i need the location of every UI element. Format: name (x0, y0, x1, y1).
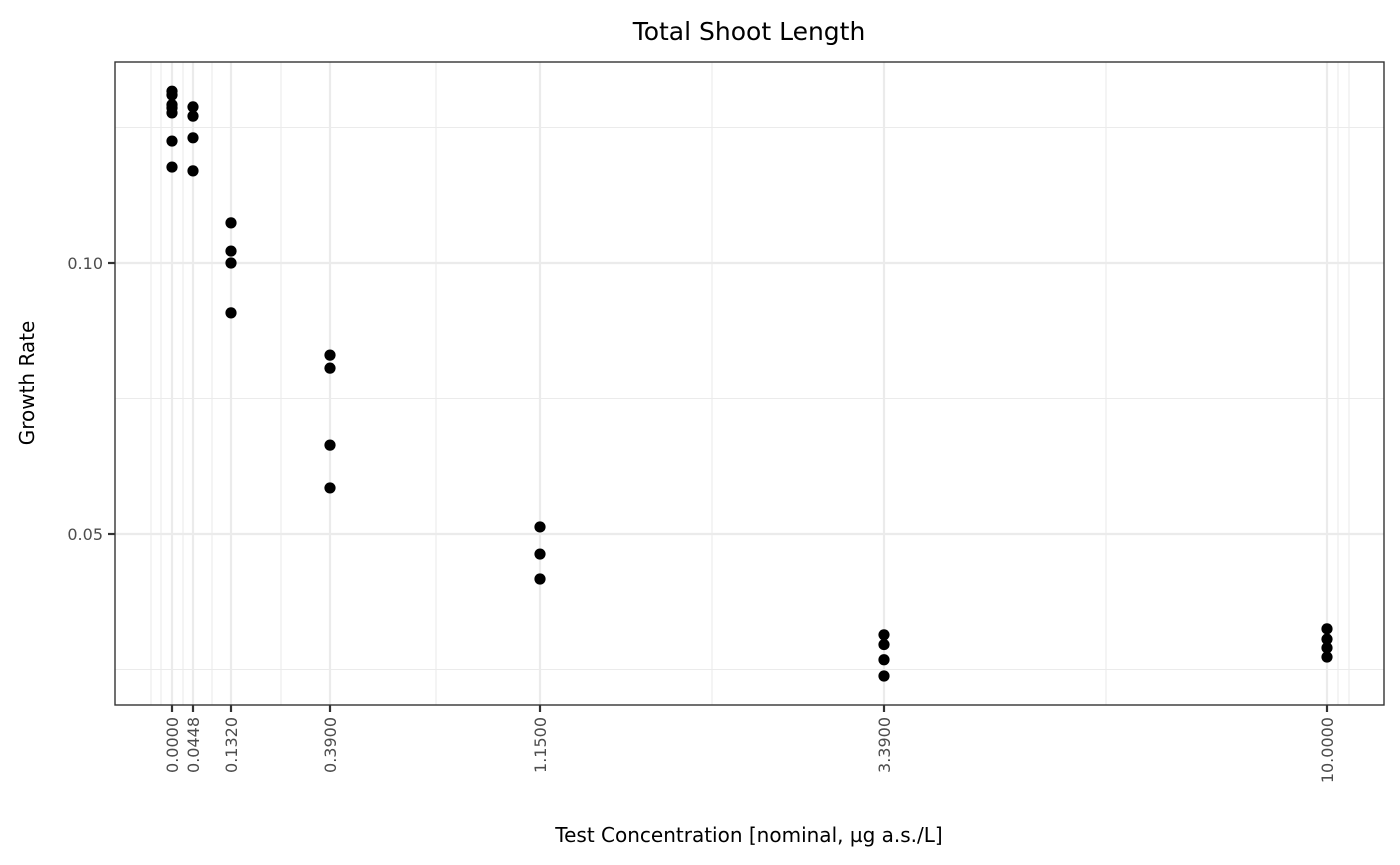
data-point (878, 638, 890, 651)
y-tick-label: 0.05 (67, 525, 103, 544)
data-point (166, 135, 178, 147)
data-point (166, 161, 178, 173)
data-point (324, 349, 336, 361)
data-point (324, 482, 336, 494)
data-point (1321, 651, 1333, 663)
x-tick-label: 0.1320 (222, 717, 241, 773)
data-point (225, 245, 237, 257)
data-points (166, 85, 1333, 682)
x-axis-title: Test Concentration [nominal, µg a.s./L] (554, 823, 942, 847)
data-point (187, 132, 199, 144)
data-point (1321, 623, 1333, 635)
data-point (187, 101, 199, 113)
chart-title: Total Shoot Length (632, 17, 866, 46)
gridlines (115, 62, 1384, 705)
x-tick-label: 0.3900 (321, 717, 340, 773)
y-axis-title: Growth Rate (15, 321, 39, 446)
x-axis-ticks: 0.0000 0.0448 0.1320 0.3900 1.1500 3.3900 10.0… (163, 705, 1337, 783)
data-point (324, 362, 336, 374)
data-point (187, 165, 199, 177)
data-point (166, 89, 178, 101)
data-point (166, 107, 178, 119)
data-point (1321, 642, 1333, 654)
x-tick-label: 3.3900 (875, 717, 894, 773)
data-point (534, 521, 546, 533)
data-point (225, 217, 237, 229)
data-point (878, 670, 890, 682)
x-tick-label: 1.1500 (531, 717, 550, 773)
y-tick-label: 0.10 (67, 254, 103, 273)
y-axis-ticks: 0.05 0.10 (67, 254, 115, 544)
x-tick-label: 0.0448 (184, 717, 203, 773)
data-point (324, 439, 336, 451)
data-point (187, 110, 199, 122)
data-point (878, 629, 890, 641)
data-point (534, 548, 546, 560)
data-point (225, 307, 237, 319)
data-point (878, 654, 890, 666)
data-point (534, 573, 546, 585)
x-tick-label: 0.0000 (163, 717, 182, 773)
x-tick-label: 10.0000 (1318, 717, 1337, 783)
plot-panel-border (114, 61, 1385, 706)
data-point (1321, 633, 1333, 645)
data-point (225, 257, 237, 269)
